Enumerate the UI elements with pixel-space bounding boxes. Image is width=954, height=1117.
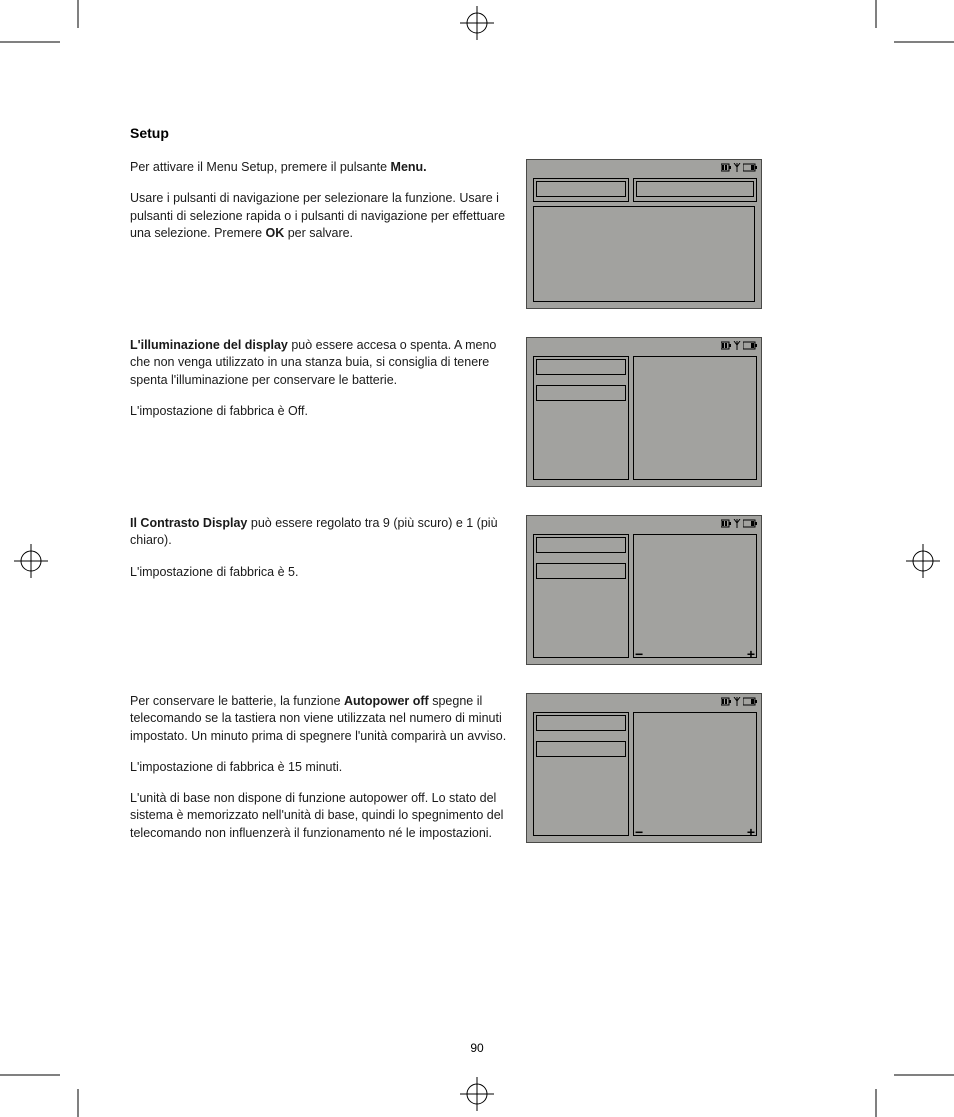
lcd-left-panel (533, 178, 629, 202)
bold-term: OK (266, 226, 285, 240)
lcd-left-panel (533, 534, 629, 658)
antenna-icon (733, 519, 741, 528)
content-row: Il Contrasto Display può essere regolato… (130, 515, 830, 665)
bold-term: L'illuminazione del display (130, 338, 288, 352)
text-column: Per attivare il Menu Setup, premere il p… (130, 159, 508, 309)
lcd-right-box (633, 178, 757, 202)
lcd-right-panel (633, 534, 757, 658)
paragraph: L'illuminazione del display può essere a… (130, 337, 508, 389)
lcd-menu-item (636, 181, 754, 197)
status-bar (721, 697, 757, 706)
lcd-body-panel (533, 206, 755, 302)
lcd-screenshot (526, 337, 762, 487)
lcd-right-panel (633, 356, 757, 480)
signal-icon (743, 519, 757, 528)
paragraph: L'impostazione di fabbrica è 15 minuti. (130, 759, 508, 776)
battery-icon (721, 341, 731, 350)
lcd-right-panel (633, 712, 757, 836)
section-title: Setup (130, 125, 830, 141)
lcd-screenshot: − + (526, 515, 762, 665)
status-bar (721, 341, 757, 350)
text-column: Il Contrasto Display può essere regolato… (130, 515, 508, 665)
lcd-menu-item (536, 359, 626, 375)
lcd-screenshot (526, 159, 762, 309)
status-bar (721, 519, 757, 528)
lcd-left-panel (533, 356, 629, 480)
content-row: Per conservare le batterie, la funzione … (130, 693, 830, 856)
lcd-menu-item (536, 563, 626, 579)
signal-icon (743, 341, 757, 350)
paragraph: Usare i pulsanti di navigazione per sele… (130, 190, 508, 242)
minus-label: − (635, 824, 643, 840)
bold-term: Menu. (391, 160, 427, 174)
minus-label: − (635, 646, 643, 662)
lcd-menu-item (536, 385, 626, 401)
status-bar (721, 163, 757, 172)
paragraph: Per attivare il Menu Setup, premere il p… (130, 159, 508, 176)
lcd-left-panel (533, 712, 629, 836)
document-page: Setup Per attivare il Menu Setup, premer… (130, 125, 830, 884)
antenna-icon (733, 341, 741, 350)
text-column: Per conservare le batterie, la funzione … (130, 693, 508, 856)
text-column: L'illuminazione del display può essere a… (130, 337, 508, 487)
lcd-menu-item (536, 181, 626, 197)
page-number: 90 (0, 1041, 954, 1055)
battery-icon (721, 697, 731, 706)
content-row: L'illuminazione del display può essere a… (130, 337, 830, 487)
lcd-menu-item (536, 537, 626, 553)
lcd-menu-item (536, 741, 626, 757)
paragraph: L'impostazione di fabbrica è Off. (130, 403, 508, 420)
paragraph: Per conservare le batterie, la funzione … (130, 693, 508, 745)
content-row: Per attivare il Menu Setup, premere il p… (130, 159, 830, 309)
signal-icon (743, 697, 757, 706)
paragraph: L'unità di base non dispone di funzione … (130, 790, 508, 842)
signal-icon (743, 163, 757, 172)
battery-icon (721, 519, 731, 528)
plus-label: + (747, 646, 755, 662)
bold-term: Il Contrasto Display (130, 516, 247, 530)
plus-label: + (747, 824, 755, 840)
battery-icon (721, 163, 731, 172)
paragraph: L'impostazione di fabbrica è 5. (130, 564, 508, 581)
antenna-icon (733, 697, 741, 706)
antenna-icon (733, 163, 741, 172)
lcd-screenshot: − + (526, 693, 762, 843)
lcd-menu-item (536, 715, 626, 731)
paragraph: Il Contrasto Display può essere regolato… (130, 515, 508, 550)
bold-term: Autopower off (344, 694, 429, 708)
